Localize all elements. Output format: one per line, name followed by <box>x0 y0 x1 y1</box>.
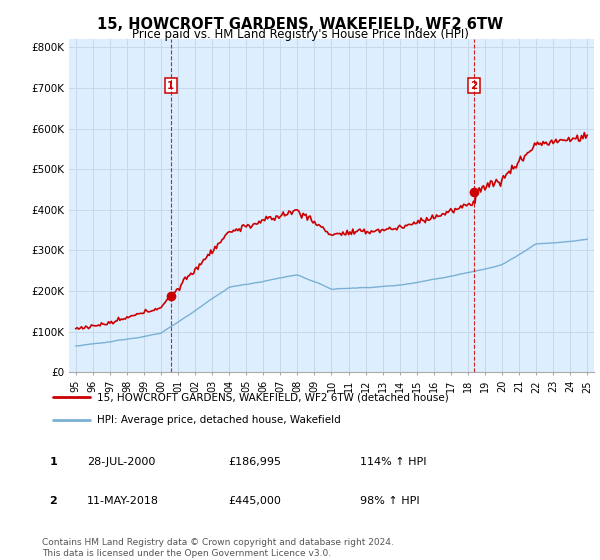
Text: Contains HM Land Registry data © Crown copyright and database right 2024.
This d: Contains HM Land Registry data © Crown c… <box>42 538 394 558</box>
Text: Price paid vs. HM Land Registry's House Price Index (HPI): Price paid vs. HM Land Registry's House … <box>131 28 469 41</box>
Text: 15, HOWCROFT GARDENS, WAKEFIELD, WF2 6TW (detached house): 15, HOWCROFT GARDENS, WAKEFIELD, WF2 6TW… <box>97 392 449 402</box>
Text: £186,995: £186,995 <box>228 457 281 467</box>
Text: 15, HOWCROFT GARDENS, WAKEFIELD, WF2 6TW: 15, HOWCROFT GARDENS, WAKEFIELD, WF2 6TW <box>97 17 503 32</box>
Text: 1: 1 <box>167 81 175 91</box>
Text: 98% ↑ HPI: 98% ↑ HPI <box>360 496 419 506</box>
Text: 1: 1 <box>50 457 57 467</box>
Text: 114% ↑ HPI: 114% ↑ HPI <box>360 457 427 467</box>
Text: 2: 2 <box>50 496 57 506</box>
Text: 2: 2 <box>470 81 478 91</box>
Text: 28-JUL-2000: 28-JUL-2000 <box>87 457 155 467</box>
Text: HPI: Average price, detached house, Wakefield: HPI: Average price, detached house, Wake… <box>97 416 341 426</box>
Text: £445,000: £445,000 <box>228 496 281 506</box>
Text: 11-MAY-2018: 11-MAY-2018 <box>87 496 159 506</box>
